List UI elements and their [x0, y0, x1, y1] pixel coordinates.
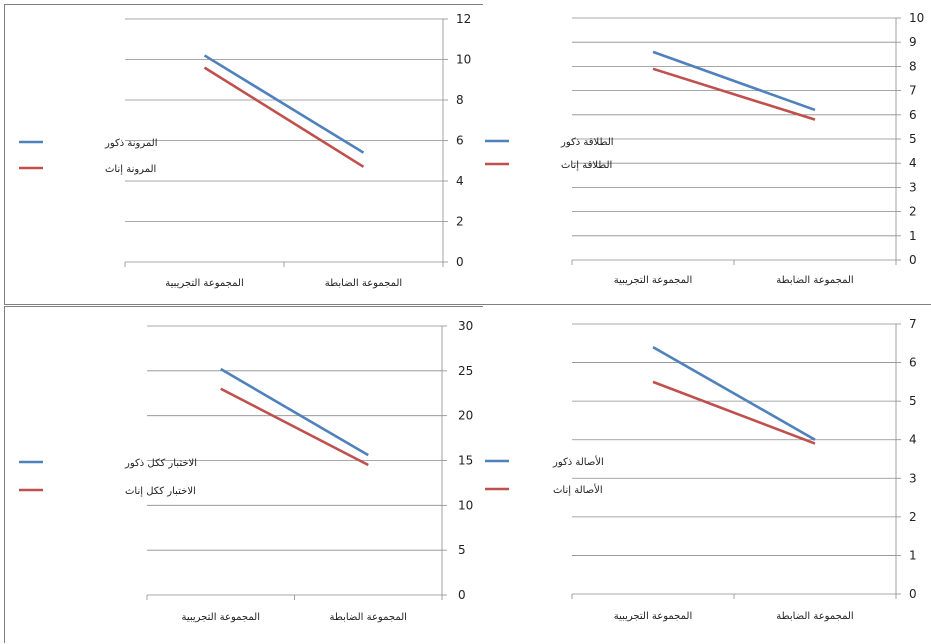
series-line-male	[653, 347, 815, 440]
y-tick-label: 5	[458, 543, 466, 557]
x-category-label: المجموعة التجريبية	[181, 612, 260, 623]
y-tick-label: 25	[458, 364, 473, 378]
y-tick-label: 2	[909, 205, 917, 219]
y-tick-label: 5	[909, 394, 917, 408]
y-tick-label: 10	[456, 53, 471, 67]
y-tick-label: 4	[909, 156, 917, 170]
legend-label: الطلاقة ذكور	[560, 137, 614, 148]
series-line-male	[221, 369, 369, 455]
chart-panel-originality: 0 1 2 3 4 5 6 7 المجموعة التجريبية المجموعة الضاب…	[483, 306, 931, 643]
y-tick-label: 0	[456, 255, 464, 269]
series-line-male	[205, 55, 364, 152]
y-tick-label: 0	[909, 253, 917, 267]
series-line-female	[653, 69, 815, 120]
y-tick-label: 10	[909, 11, 924, 25]
chart-panel-fluency: 0 1 2 3 4 5 6 7 8 9 10 المجموعة التجريبية المجموعة ا…	[483, 4, 931, 305]
y-tick-label: 2	[456, 215, 464, 229]
y-tick-label: 0	[909, 587, 917, 601]
legend-label: الأصالة إناث	[553, 483, 603, 496]
series-line-female	[205, 68, 364, 167]
y-tick-label: 8	[456, 93, 464, 107]
y-tick-label: 5	[909, 132, 917, 146]
x-category-label: المجموعة التجريبية	[165, 278, 244, 289]
y-tick-label: 4	[456, 174, 464, 188]
y-tick-label: 20	[458, 409, 473, 423]
legend-label: المرونة ذكور	[104, 138, 158, 149]
chart-fluency: 0 1 2 3 4 5 6 7 8 9 10 المجموعة التجريبية المجموعة ا…	[483, 4, 931, 305]
y-tick-label: 3	[909, 471, 917, 485]
legend-label: الاختبار ككل ذكور	[124, 458, 197, 469]
y-tick-label: 12	[456, 12, 471, 26]
x-category-label: المجموعة التجريبية	[614, 275, 693, 286]
series-line-male	[653, 52, 815, 110]
legend-label: المرونة إناث	[105, 164, 156, 175]
y-tick-label: 1	[909, 229, 917, 243]
y-tick-label: 10	[458, 498, 473, 512]
y-tick-label: 6	[909, 108, 917, 122]
legend-label: الطلاقة إناث	[561, 160, 612, 171]
y-tick-label: 6	[909, 356, 917, 370]
x-category-label: المجموعة الضابطة	[330, 612, 407, 623]
series-line-female	[653, 382, 815, 444]
y-tick-label: 6	[456, 134, 464, 148]
chart-panel-total-test: 0 5 10 15 20 25 30 المجموعة التجريبية المجموعة ا…	[4, 306, 484, 643]
y-tick-label: 8	[909, 59, 917, 73]
x-category-label: المجموعة الضابطة	[325, 278, 402, 289]
x-category-label: المجموعة الضابطة	[776, 275, 853, 286]
y-tick-label: 15	[458, 454, 473, 468]
legend-label: الاختبار ككل إناث	[125, 486, 196, 497]
y-tick-label: 7	[909, 317, 917, 331]
y-tick-label: 30	[458, 319, 473, 333]
y-tick-label: 2	[909, 510, 917, 524]
y-tick-label: 1	[909, 548, 917, 562]
chart-originality: 0 1 2 3 4 5 6 7 المجموعة التجريبية المجموعة الضاب…	[483, 306, 931, 643]
y-tick-label: 0	[458, 588, 466, 602]
x-category-label: المجموعة التجريبية	[614, 611, 693, 622]
y-tick-label: 3	[909, 180, 917, 194]
chart-flexibility: 0 2 4 6 8 10 12 المجموعة التجريبية المجموعة الضا…	[5, 5, 485, 306]
series-line-female	[221, 389, 369, 465]
x-category-label: المجموعة الضابطة	[776, 611, 853, 622]
y-tick-label: 4	[909, 433, 917, 447]
y-tick-label: 9	[909, 35, 917, 49]
chart-panel-flexibility: 0 2 4 6 8 10 12 المجموعة التجريبية المجموعة الضا…	[4, 4, 484, 305]
legend-label: الأصالة ذكور	[552, 455, 604, 468]
chart-total-test: 0 5 10 15 20 25 30 المجموعة التجريبية المجموعة ا…	[5, 307, 485, 644]
y-tick-label: 7	[909, 84, 917, 98]
